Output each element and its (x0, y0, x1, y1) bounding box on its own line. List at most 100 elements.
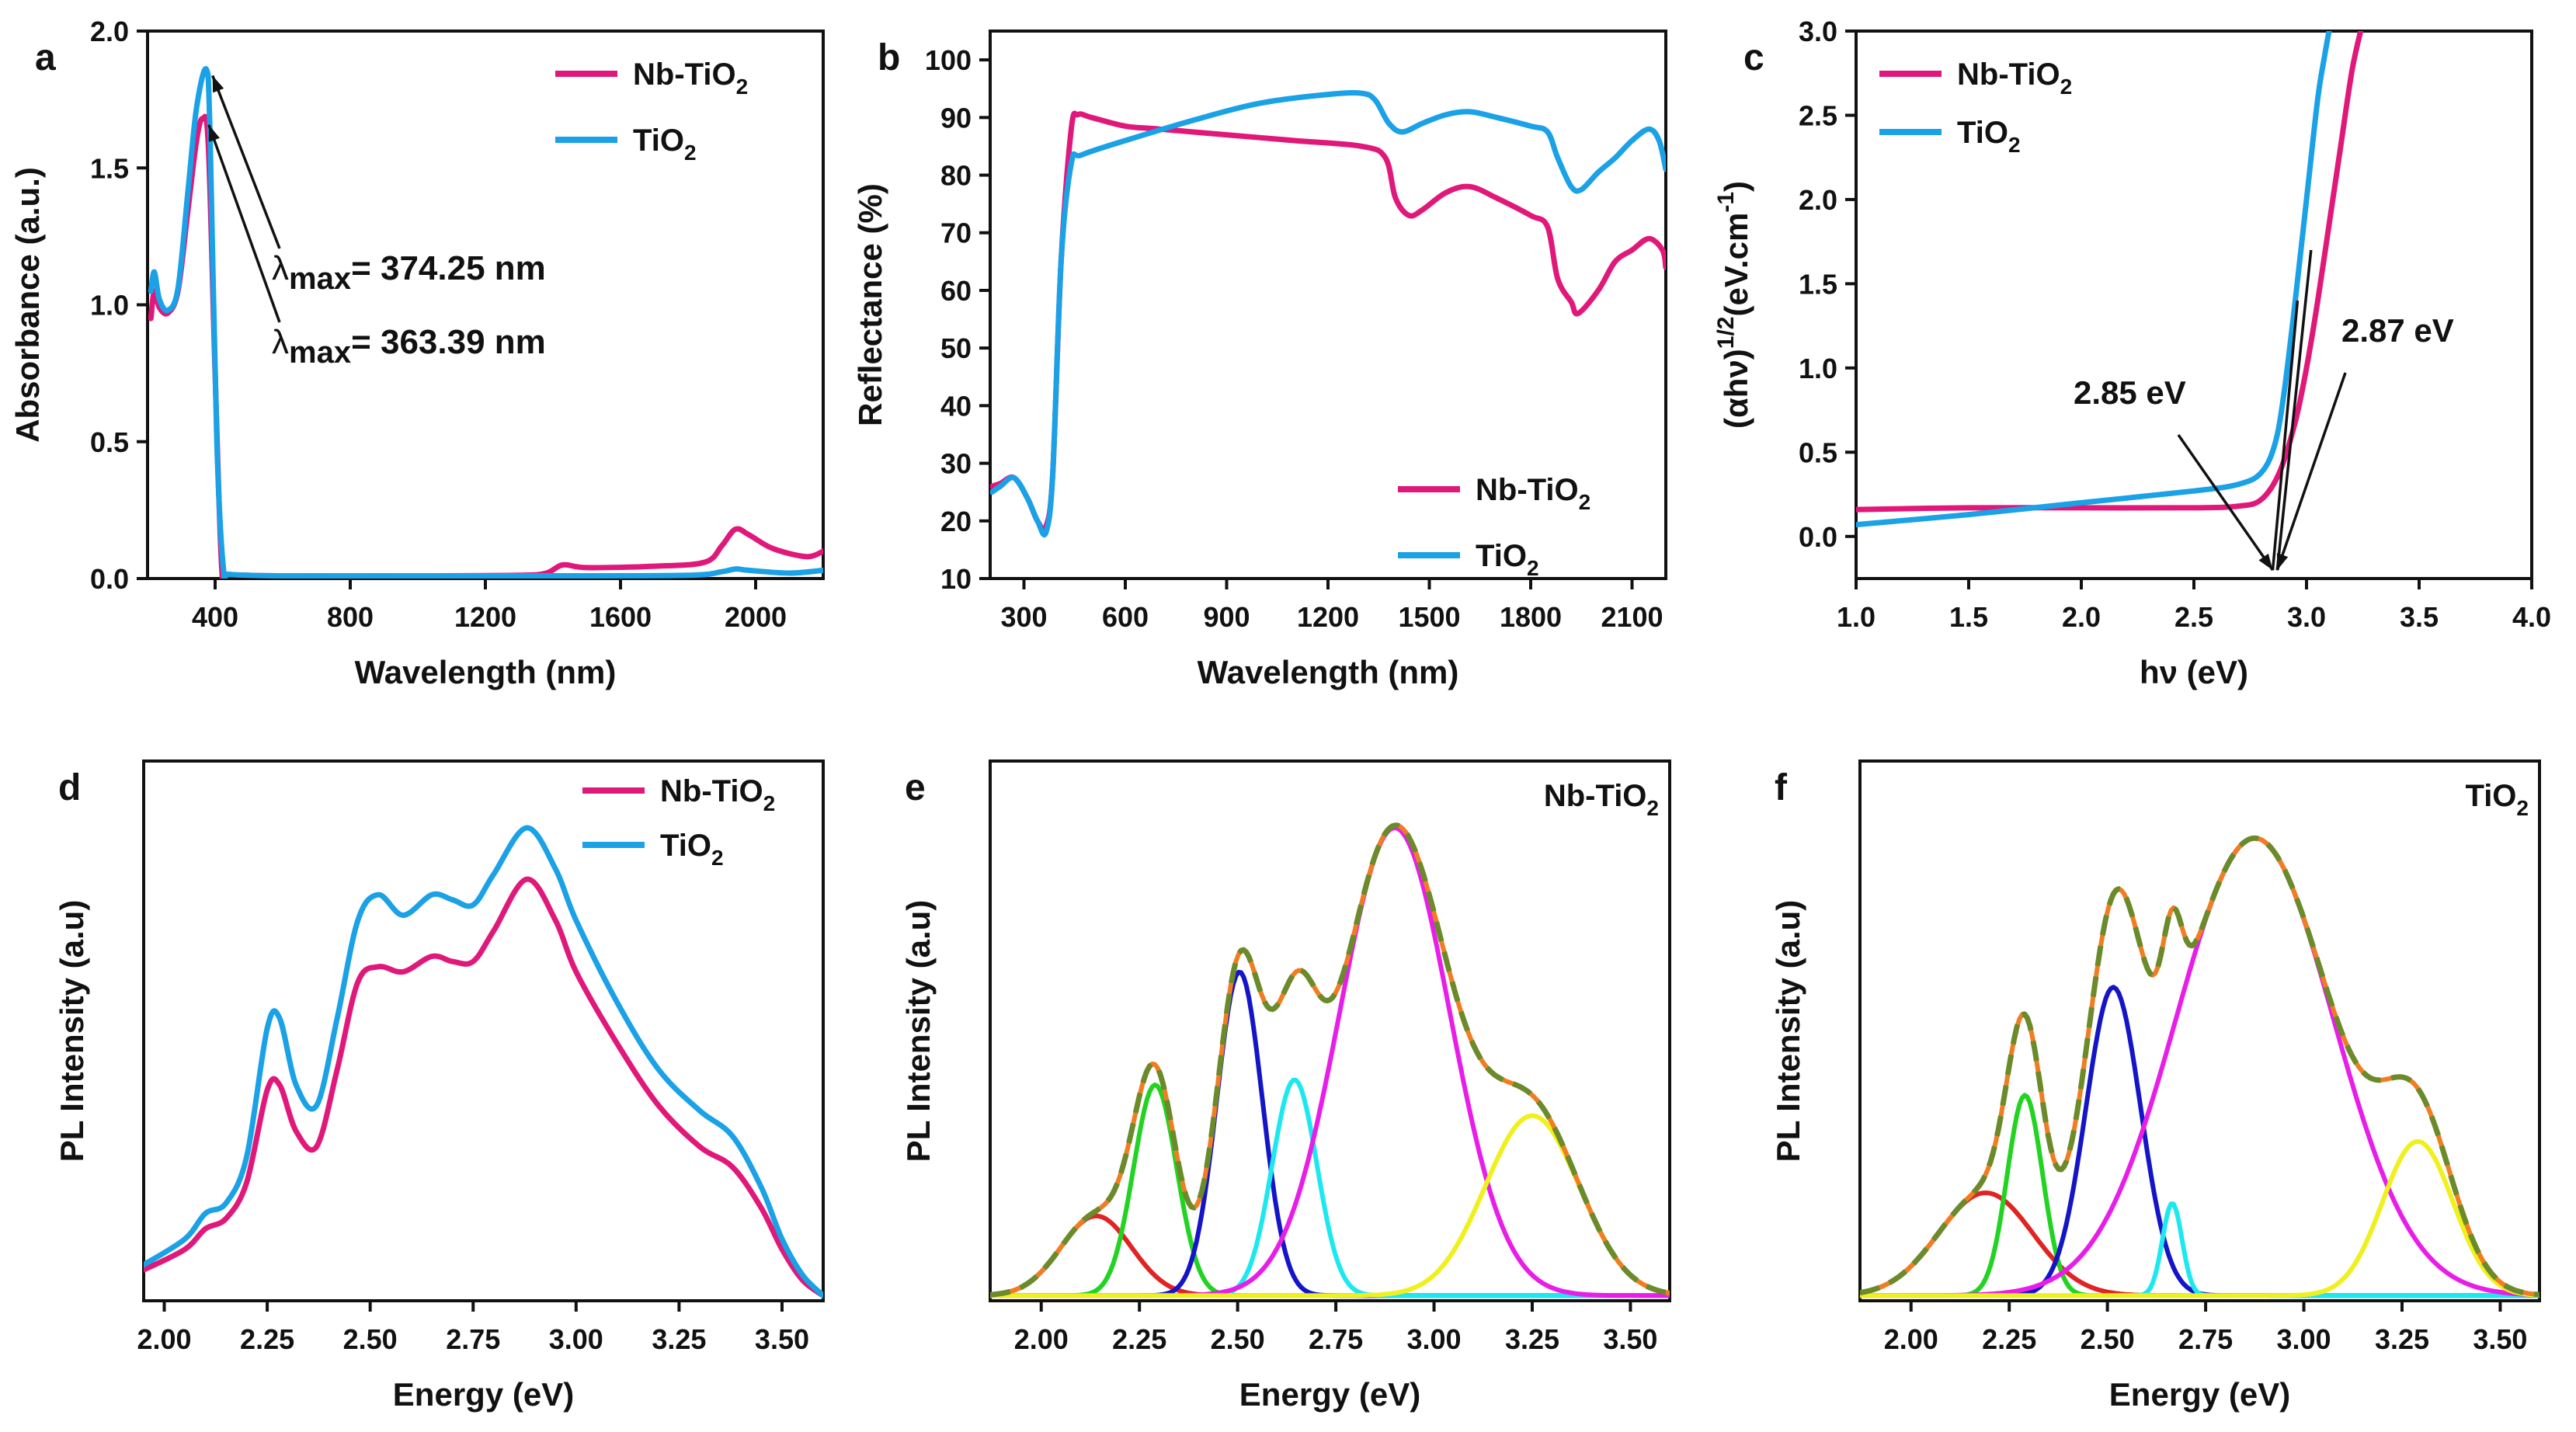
fit-envelope-line (990, 822, 1670, 1298)
sample-subscript: 2 (1646, 796, 1659, 820)
series-line-tio2 (1856, 31, 2332, 528)
legend-label: TiO2 (1476, 539, 1539, 580)
panel-f: 2.00 2.25 2.50 2.75 3.00 3.25 3.50 Energy (eV) P… (1770, 759, 2541, 1413)
y-axis-label: PL Intensity (a.u) (54, 900, 90, 1163)
y-tick-label: 1.5 (1799, 268, 1837, 300)
legend-subscript: 2 (1527, 556, 1539, 580)
y-label-part: (αhν) (1718, 349, 1754, 429)
bandgap-arrow (2177, 433, 2274, 572)
legend-name: TiO (1957, 116, 2008, 150)
legend-subscript: 2 (684, 141, 697, 165)
legend-name: Nb-TiO (1476, 473, 1579, 507)
series-line-tio2 (990, 89, 1666, 538)
x-tick-label: 2.25 (1982, 1323, 2036, 1355)
y-tick-label: 0.0 (1799, 521, 1837, 553)
lambda-max-annotation: λmax= 374.25 nm (272, 249, 546, 296)
x-tick-label: 900 (1203, 601, 1250, 633)
annotation-arrow (207, 124, 281, 323)
x-axis-label: Wavelength (nm) (355, 654, 617, 690)
x-tick-label: 2.00 (1884, 1323, 1938, 1355)
arrow-head (212, 75, 224, 93)
panel-letter: e (905, 767, 926, 808)
gaussian-component (1860, 1201, 2539, 1298)
legend-label: Nb-TiO2 (1476, 473, 1590, 514)
y-label-part: (eV.cm (1718, 213, 1754, 317)
plot-frame (1855, 30, 2533, 580)
x-tick-label: 300 (1000, 601, 1047, 633)
series-line-nb-tio2 (144, 876, 823, 1298)
tangent-line (2275, 249, 2313, 571)
lambda-symbol: λ (272, 323, 289, 361)
y-tick-label: 2.0 (90, 16, 129, 47)
panel-letter: b (878, 37, 900, 78)
x-tick-label: 3.25 (2375, 1323, 2429, 1355)
fit-group (1860, 835, 2539, 1298)
x-tick-label: 2.50 (1211, 1323, 1265, 1355)
y-axis-label: Reflectance (%) (852, 183, 888, 426)
y-tick-label: 1.0 (1799, 353, 1837, 384)
x-tick-label: 400 (192, 601, 238, 633)
series-group (990, 89, 1666, 538)
gaussian-component (990, 1077, 1670, 1298)
gaussian-component (990, 1113, 1670, 1298)
y-tick-label: 3.0 (1799, 16, 1837, 47)
y-axis-label: PL Intensity (a.u) (900, 900, 937, 1163)
x-tick-label: 1.5 (1949, 601, 1988, 633)
y-axis-label: PL Intensity (a.u) (1770, 900, 1806, 1163)
plot-frame (142, 759, 825, 1302)
plot-frame (1858, 759, 2541, 1302)
x-tick-label: 3.25 (1505, 1323, 1559, 1355)
panel-sample-title: TiO2 (2465, 779, 2529, 820)
x-tick-label: 2.0 (2062, 601, 2101, 633)
panel-letter: d (58, 767, 81, 808)
x-tick-label: 3.50 (755, 1323, 809, 1355)
panel-letter: f (1775, 767, 1788, 808)
bandgap-label: 2.85 eV (2074, 374, 2186, 411)
x-tick-label: 1800 (1500, 601, 1562, 633)
legend-label: TiO2 (1957, 116, 2021, 157)
x-tick-label: 2.75 (1309, 1323, 1363, 1355)
x-axis-label: Energy (eV) (2109, 1376, 2290, 1413)
y-tick-label: 30 (940, 448, 972, 480)
y-tick-label: 1.0 (90, 290, 129, 322)
x-tick-label: 3.50 (1603, 1323, 1657, 1355)
series-group (144, 825, 823, 1298)
gaussian-component (1860, 1138, 2539, 1298)
legend-subscript: 2 (711, 846, 724, 870)
x-tick-label: 3.25 (652, 1323, 706, 1355)
y-axis-label: Absorbance (a.u.) (9, 167, 46, 443)
legend-subscript: 2 (736, 75, 749, 99)
y-tick-label: 40 (940, 390, 972, 422)
x-axis-label: hν (eV) (2140, 654, 2248, 690)
x-tick-label: 2.50 (2081, 1323, 2135, 1355)
x-tick-label: 3.00 (2276, 1323, 2331, 1355)
plot-frame (989, 759, 1671, 1302)
x-tick-label: 800 (327, 601, 374, 633)
y-tick-label: 50 (940, 332, 972, 364)
x-axis-label: Wavelength (nm) (1198, 654, 1459, 690)
y-label-superscript: -1 (1713, 192, 1739, 213)
y-label-superscript: 1/2 (1713, 317, 1739, 349)
y-tick-label: 70 (940, 217, 972, 249)
panel-a: 400 800 1200 1600 2000 0.0 0.5 1.0 1.5 2.0 Wavelen… (9, 16, 825, 690)
y-tick-label: 2.5 (1799, 99, 1837, 131)
x-tick-label: 3.00 (1406, 1323, 1461, 1355)
x-tick-label: 2100 (1601, 601, 1663, 633)
plot-frame (146, 30, 825, 580)
x-tick-label: 1500 (1398, 601, 1460, 633)
x-axis-label: Energy (eV) (1239, 1376, 1420, 1413)
legend-label: Nb-TiO2 (660, 774, 775, 815)
x-tick-label: 3.5 (2400, 601, 2439, 633)
cumulative-fit-line (1860, 836, 2539, 1297)
gaussian-component (990, 1083, 1670, 1298)
legend-subscript: 2 (2060, 75, 2073, 99)
x-tick-label: 2.75 (2178, 1323, 2233, 1355)
legend-name: Nb-TiO (660, 774, 763, 808)
x-tick-label: 3.00 (549, 1323, 603, 1355)
legend-subscript: 2 (1579, 490, 1591, 514)
sample-subscript: 2 (2516, 796, 2529, 820)
panel-b: 300 600 900 1200 1500 1800 2100102030405060708… (852, 30, 1667, 690)
bandgap-arrow (2275, 372, 2347, 571)
y-tick-label: 1.5 (90, 152, 129, 184)
